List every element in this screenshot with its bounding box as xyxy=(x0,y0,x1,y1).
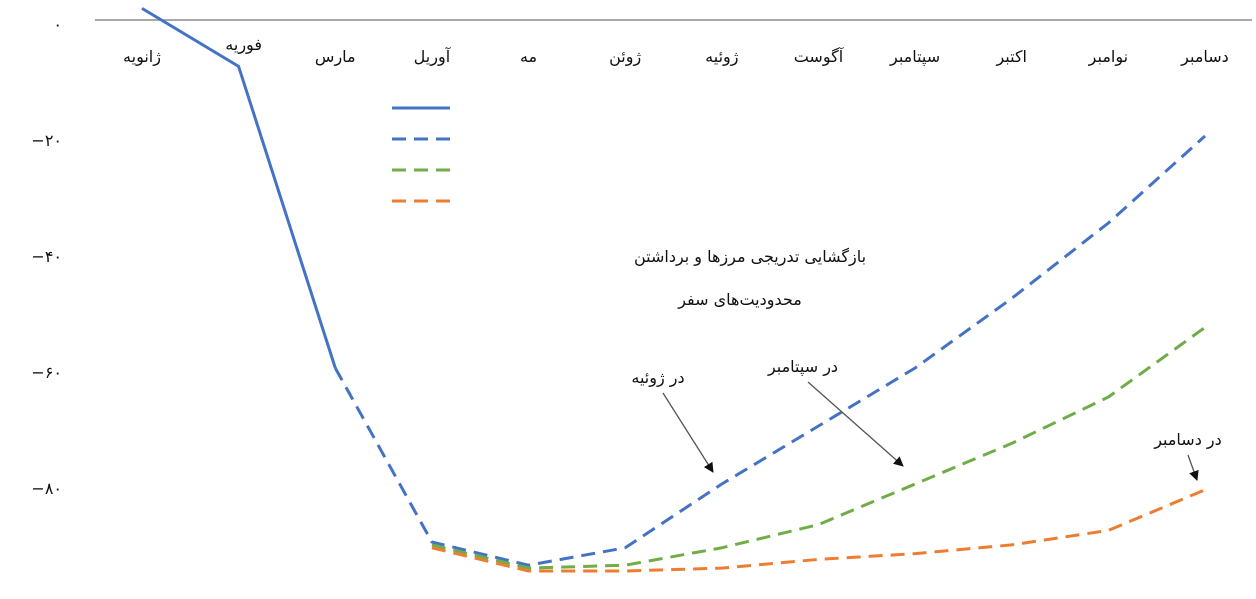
x-tick-label: نوامبر xyxy=(1088,47,1128,67)
y-tick-label: ۰ xyxy=(53,15,62,34)
x-tick-label: مارس xyxy=(315,47,356,67)
x-tick-label: ژوئیه xyxy=(705,47,739,67)
y-axis: ۰ −۲۰ −۴۰ −۶۰ −۸۰ −۱۰۰ xyxy=(23,15,62,599)
x-tick-label: آگوست xyxy=(794,47,845,67)
x-tick-label: آوریل xyxy=(414,47,452,67)
x-tick-label: مه xyxy=(520,47,537,66)
annotation-reopening-line1: بازگشایی تدریجی مرزها و برداشتن xyxy=(634,247,866,267)
x-tick-label: ژانویه xyxy=(123,47,161,67)
y-tick-label: −۲۰ xyxy=(31,131,62,150)
y-tick-label: −۸۰ xyxy=(31,479,62,498)
arrow-december xyxy=(1187,454,1199,481)
annotation-reopening-line2: محدودیت‌های سفر xyxy=(677,290,802,310)
series-group xyxy=(141,7,1207,573)
x-axis: ژانویه فوریه مارس آوریل مه ژوئن ژوئیه آگوست سپتا… xyxy=(123,35,1229,67)
annotation-december: در دسامبر xyxy=(1153,430,1222,450)
annotations: بازگشایی تدریجی مرزها و برداشتن محدودیت‌… xyxy=(631,247,1222,481)
y-tick-label: −۶۰ xyxy=(31,363,62,382)
annotation-july: در ژوئیه xyxy=(631,368,684,388)
arrow-july xyxy=(662,392,714,473)
x-tick-label: ژوئن xyxy=(609,47,641,67)
series-line-1 xyxy=(333,134,1207,567)
x-tick-label: فوریه xyxy=(225,35,262,55)
x-tick-label: سپتامبر xyxy=(889,47,940,67)
arrow-september xyxy=(807,381,904,467)
series-line-3 xyxy=(431,488,1206,573)
x-tick-label: اکتبر xyxy=(995,47,1027,67)
annotation-september: در سپتامبر xyxy=(767,357,838,377)
y-tick-label: −۱۰۰ xyxy=(23,595,62,599)
series-line-0 xyxy=(141,7,337,369)
y-tick-label: −۴۰ xyxy=(31,247,62,266)
x-tick-label: دسامبر xyxy=(1180,47,1229,67)
legend xyxy=(392,106,450,203)
